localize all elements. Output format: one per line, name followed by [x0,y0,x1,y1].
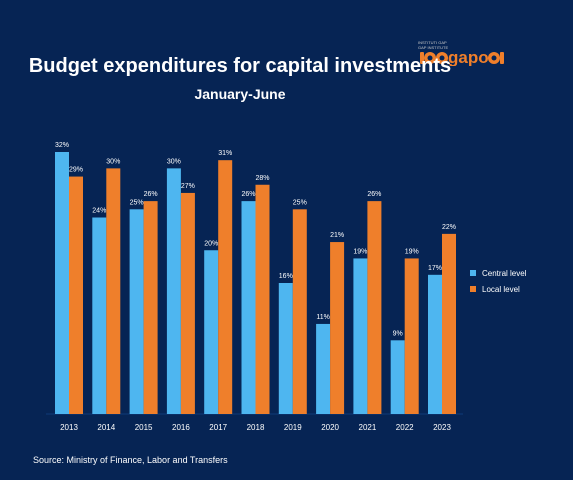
data-label-local-2013: 29% [69,167,83,174]
logo-small-text-1: INSTITUTI GAP [418,40,447,45]
bar-local-2019 [292,209,307,414]
gap-institute-logo: INSTITUTI GAP GAP INSTITUTE gapo [418,40,548,70]
bar-local-2020 [330,242,345,414]
bar-local-2023 [442,233,456,414]
logo-mark-icon: gapo [420,48,504,66]
x-tick-label-2022: 2022 [396,423,414,432]
bar-central-2020 [316,323,331,414]
data-label-central-2020: 11% [316,314,330,321]
data-label-central-2018: 26% [241,191,255,198]
bar-local-2014 [106,168,121,414]
bar-local-2016 [180,192,195,414]
legend: Central level Local level [470,265,526,297]
bar-local-2013 [69,176,83,414]
bar-central-2022 [390,340,405,414]
bar-central-2015 [129,209,144,414]
bar-central-2018 [241,201,256,414]
data-label-local-2018: 28% [255,175,269,182]
legend-swatch-central [470,270,476,276]
data-label-central-2021: 19% [353,248,367,255]
legend-swatch-local [470,286,476,292]
data-label-local-2014: 30% [106,158,120,165]
data-label-local-2017: 31% [218,150,232,157]
bar-central-2014 [92,217,107,414]
x-tick-label-2015: 2015 [135,423,153,432]
data-label-central-2017: 20% [204,240,218,247]
x-tick-label-2019: 2019 [284,423,302,432]
legend-label-local: Local level [482,284,520,294]
svg-text:gapo: gapo [448,48,489,66]
source-note: Source: Ministry of Finance, Labor and T… [33,455,228,465]
bar-local-2022 [404,258,419,414]
bar-central-2013 [55,152,69,414]
data-label-central-2013: 32% [55,142,69,149]
chart-title: Budget expenditures for capital investme… [28,55,452,77]
legend-item-local: Local level [470,281,526,297]
logo-small-text-2: GAP INSTITUTE [418,45,449,50]
x-tick-label-2018: 2018 [247,423,265,432]
legend-item-central: Central level [470,265,526,281]
data-label-local-2021: 26% [367,191,381,198]
x-tick-label-2014: 2014 [97,423,115,432]
data-label-local-2019: 25% [293,199,307,206]
bar-local-2018 [255,184,270,414]
bar-local-2021 [367,201,382,414]
data-label-central-2019: 16% [279,273,293,280]
data-label-local-2023: 22% [442,224,456,231]
x-tick-label-2013: 2013 [60,423,78,432]
bar-local-2017 [218,160,233,414]
x-tick-label-2023: 2023 [433,423,451,432]
data-label-local-2022: 19% [405,248,419,255]
bar-central-2023 [428,274,442,414]
data-label-central-2016: 30% [167,158,181,165]
x-tick-label-2016: 2016 [172,423,190,432]
data-label-local-2016: 27% [181,183,195,190]
bar-central-2019 [278,283,293,414]
data-label-central-2015: 25% [130,199,144,206]
data-label-central-2014: 24% [92,208,106,215]
data-label-local-2020: 21% [330,232,344,239]
bar-central-2021 [353,258,368,414]
legend-label-central: Central level [482,268,527,278]
bar-central-2017 [204,250,219,414]
bar-central-2016 [166,168,181,414]
data-label-local-2015: 26% [144,191,158,198]
data-label-central-2022: 9% [393,330,403,337]
x-tick-label-2021: 2021 [359,423,377,432]
bar-local-2015 [143,201,158,414]
x-tick-label-2020: 2020 [321,423,339,432]
chart-subtitle: January-June [194,86,286,102]
x-tick-label-2017: 2017 [209,423,227,432]
data-label-central-2023: 17% [428,265,442,272]
